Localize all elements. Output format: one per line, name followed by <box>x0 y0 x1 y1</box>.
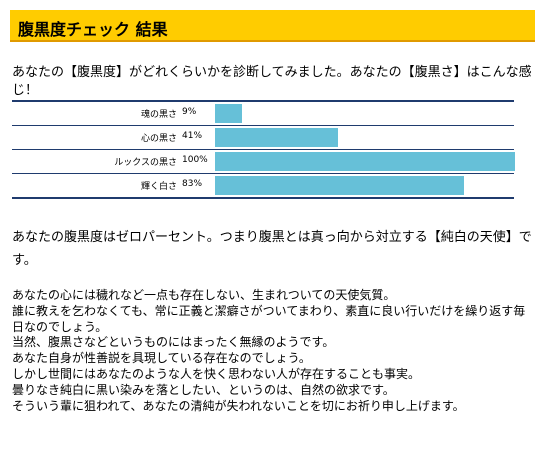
intro-text: あなたの【腹黒度】がどれくらいかを診断してみました。あなたの【腹黒さ】はこんな感… <box>12 65 532 98</box>
detail-line: 曇りなき純白に黒い染みを落としたい、というのは、自然の欲求です。 <box>12 382 395 397</box>
chart-bar <box>215 176 464 195</box>
chart-row: 魂の黒さ 9% <box>12 102 514 125</box>
black-heart-chart: 魂の黒さ 9% 心の黒さ 41% ルックスの黒さ 100% 輝く白さ 83% <box>12 100 515 199</box>
chart-bar <box>215 104 242 123</box>
chart-value-label: 9% <box>182 107 197 117</box>
detail-line: 当然、腹黒さなどというものにはまったく無縁のようです。 <box>12 335 335 350</box>
chart-row: 輝く白さ 83% <box>12 173 514 197</box>
detail-line: そういう輩に狙われて、あなたの清純が失われないことを切にお祈り申し上げます。 <box>12 398 465 413</box>
detail-line: あなたの心には穢れなど一点も存在しない、生まれついての天使気質。 <box>12 288 396 302</box>
chart-value-label: 83% <box>182 179 203 189</box>
result-detail: あなたの心には穢れなど一点も存在しない、生まれついての天使気質。 誰に教えを乞わな… <box>12 288 536 414</box>
chart-bar <box>215 152 515 171</box>
chart-row: ルックスの黒さ 100% <box>12 149 515 173</box>
chart-bar-track <box>215 104 515 123</box>
detail-line: 誰に教えを乞わなくても、常に正義と潔癖さがついてまわり、素直に良い行いだけを繰り… <box>12 303 526 334</box>
chart-row: 心の黒さ 41% <box>12 125 514 149</box>
result-title-bar: 腹黒度チェック 結果 <box>10 10 535 42</box>
page-title: 腹黒度チェック 結果 <box>18 20 168 39</box>
chart-bar <box>215 128 338 147</box>
detail-line: しかし世間にはあなたのような人を快く思わない人が存在することも事実。 <box>12 366 421 381</box>
chart-category-label: 魂の黒さ <box>140 110 177 120</box>
chart-category-label: ルックスの黒さ <box>114 158 177 168</box>
chart-bar-track <box>215 128 515 147</box>
chart-category-label: 輝く白さ <box>140 182 177 192</box>
chart-value-label: 100% <box>182 155 208 165</box>
chart-value-label: 41% <box>182 131 203 141</box>
result-summary: あなたの腹黒度はゼロパーセント。つまり腹黒とは真っ向から対立する【純白の天使】で… <box>12 230 532 268</box>
chart-bar-track <box>215 152 515 171</box>
chart-bar-track <box>215 176 515 195</box>
detail-line: あなた自身が性善説を具現している存在なのでしょう。 <box>12 351 311 366</box>
chart-category-label: 心の黒さ <box>140 134 177 144</box>
